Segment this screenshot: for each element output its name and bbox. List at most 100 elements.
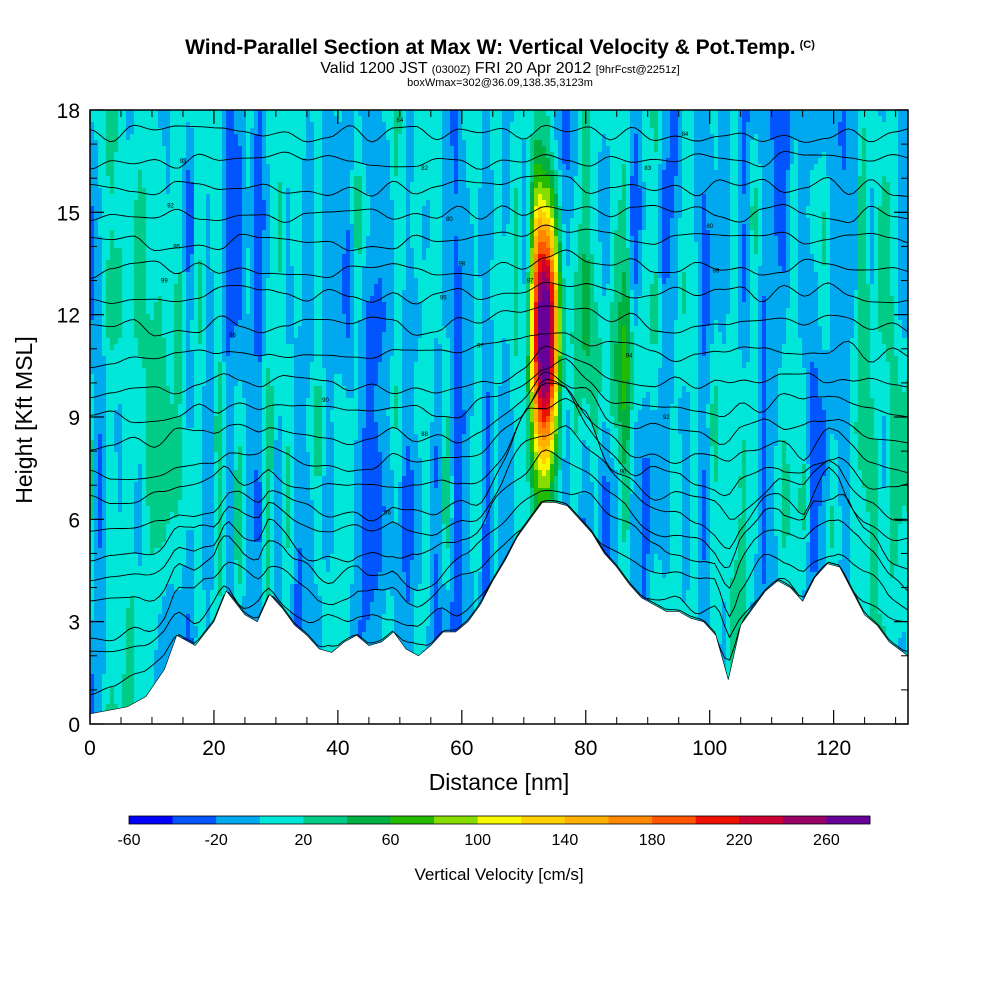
velocity-cell (186, 146, 191, 153)
velocity-cell (614, 140, 619, 147)
velocity-cell (862, 122, 867, 129)
velocity-cell (702, 116, 707, 123)
velocity-cell (662, 140, 667, 147)
velocity-cell (814, 122, 819, 129)
velocity-cell (258, 164, 263, 171)
velocity-cell (854, 116, 859, 123)
velocity-cell (626, 152, 631, 159)
velocity-cell (630, 116, 635, 123)
velocity-cell (546, 128, 551, 135)
velocity-cell (394, 134, 399, 141)
velocity-cell (654, 128, 659, 135)
velocity-cell (314, 116, 319, 123)
velocity-cell (362, 152, 367, 159)
velocity-cell (846, 116, 851, 123)
velocity-cell (302, 116, 307, 123)
velocity-cell (346, 128, 351, 135)
velocity-cell (806, 134, 811, 141)
velocity-cell (882, 110, 887, 117)
velocity-cell (266, 128, 271, 135)
velocity-cell (698, 128, 703, 135)
velocity-cell (598, 122, 603, 129)
velocity-cell (454, 146, 459, 153)
velocity-cell (438, 152, 443, 159)
velocity-cell (354, 110, 359, 117)
velocity-cell (102, 146, 107, 153)
velocity-cell (586, 110, 591, 117)
velocity-cell (562, 146, 567, 153)
velocity-cell (498, 140, 503, 147)
velocity-cell (586, 134, 591, 141)
velocity-cell (590, 134, 595, 141)
velocity-cell (794, 110, 799, 117)
velocity-cell (586, 152, 591, 159)
velocity-cell (138, 164, 143, 171)
velocity-cell (674, 140, 679, 147)
velocity-cell (582, 152, 587, 159)
velocity-cell (106, 122, 111, 129)
velocity-cell (826, 158, 831, 165)
velocity-cell (606, 116, 611, 123)
velocity-cell (342, 110, 347, 117)
velocity-cell (490, 140, 495, 147)
velocity-cell (858, 152, 863, 159)
velocity-cell (266, 158, 271, 165)
velocity-cell (306, 128, 311, 135)
velocity-cell (858, 128, 863, 135)
velocity-cell (866, 146, 871, 153)
velocity-cell (666, 146, 671, 153)
velocity-cell (346, 164, 351, 171)
velocity-cell (366, 116, 371, 123)
velocity-cell (646, 152, 651, 159)
velocity-cell (822, 128, 827, 135)
velocity-cell (190, 164, 195, 171)
velocity-cell (634, 134, 639, 141)
velocity-cell (734, 140, 739, 147)
velocity-cell (474, 158, 479, 165)
velocity-cell (254, 116, 259, 123)
velocity-cell (746, 116, 751, 123)
velocity-cell (578, 122, 583, 129)
velocity-cell (866, 122, 871, 129)
velocity-cell (246, 122, 251, 129)
velocity-cell (742, 146, 747, 153)
velocity-cell (674, 128, 679, 135)
velocity-cell (654, 122, 659, 129)
velocity-cell (102, 140, 107, 147)
velocity-cell (622, 146, 627, 153)
velocity-cell (610, 128, 615, 135)
velocity-cell (466, 134, 471, 141)
velocity-cell (770, 110, 775, 117)
velocity-cell (310, 116, 315, 123)
velocity-cell (154, 134, 159, 141)
velocity-cell (278, 164, 283, 171)
velocity-cell (834, 116, 839, 123)
velocity-cell (134, 140, 139, 147)
velocity-cell (194, 146, 199, 153)
velocity-cell (570, 116, 575, 123)
velocity-cell (382, 164, 387, 171)
velocity-cell (110, 116, 115, 123)
velocity-cell (170, 116, 175, 123)
velocity-cell (346, 146, 351, 153)
velocity-cell (350, 128, 355, 135)
velocity-cell (742, 116, 747, 123)
velocity-cell (854, 146, 859, 153)
velocity-cell (342, 152, 347, 159)
velocity-cell (422, 122, 427, 129)
velocity-cell (770, 152, 775, 159)
velocity-cell (342, 158, 347, 165)
velocity-cell (390, 110, 395, 117)
velocity-cell (450, 146, 455, 153)
velocity-cell (470, 134, 475, 141)
velocity-cell (286, 116, 291, 123)
velocity-cell (450, 152, 455, 159)
velocity-cell (278, 140, 283, 147)
velocity-cell (518, 146, 523, 153)
velocity-cell (902, 110, 907, 117)
velocity-cell (406, 110, 411, 117)
velocity-cell (506, 110, 511, 117)
velocity-cell (278, 122, 283, 129)
velocity-cell (454, 116, 459, 123)
velocity-cell (266, 152, 271, 159)
